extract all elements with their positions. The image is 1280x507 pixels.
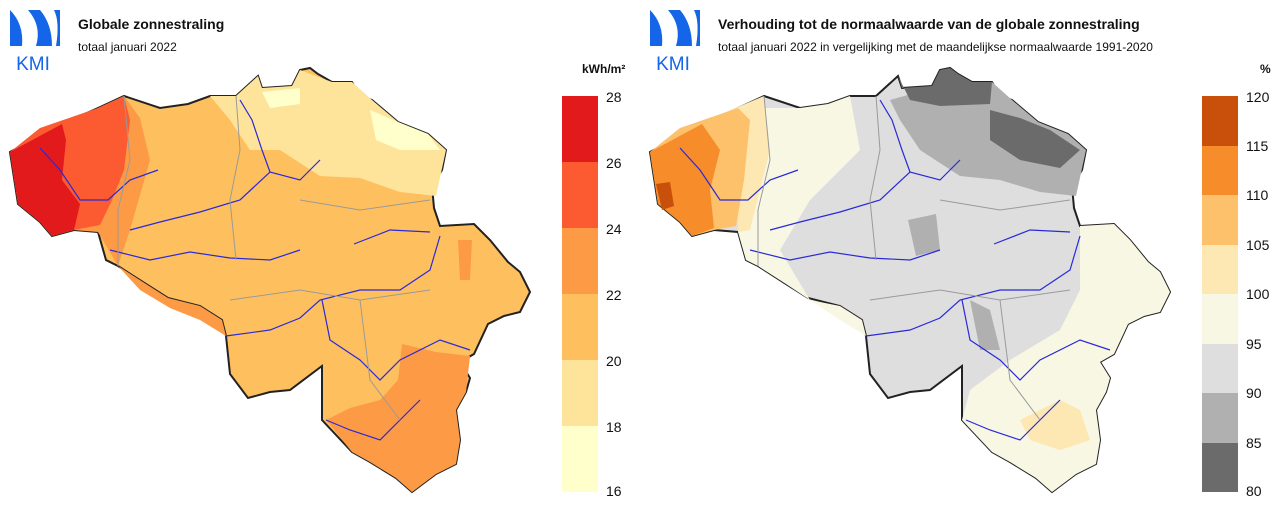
panel-radiation-ratio: KMI Verhouding tot de normaalwaarde van … [640,0,1280,507]
legend-tick: 100 [1246,286,1270,302]
kmi-logo-text: KMI [16,54,50,74]
legend-box [1202,96,1238,146]
legend-tick: 16 [606,483,622,499]
belgium-radiation-map [8,66,532,494]
legend-tick: 22 [606,287,622,303]
color-legend: 28 26 24 22 20 18 16 [562,89,622,499]
legend-tick: 95 [1246,336,1262,352]
legend-box [562,228,598,294]
legend-tick: 105 [1246,237,1270,253]
zone-26-28 [10,124,80,236]
zone-80-85 [898,68,992,106]
zone-85-90-north [890,82,1086,196]
zone-16-18-b [262,88,300,108]
legend-box [1202,145,1238,195]
legend-tick: 18 [606,419,622,435]
legend-box [562,96,598,162]
legend-box [562,294,598,360]
belgium-ratio-map [648,66,1172,494]
legend-tick: 115 [1246,138,1269,154]
legend-tick: 120 [1246,89,1270,105]
legend-box [562,360,598,426]
legend-box [1202,244,1238,294]
zone-22-24-mid [118,266,226,336]
zone-85-90-spot [970,300,1000,350]
legend-box [1202,442,1238,492]
legend-tick: 80 [1246,483,1262,499]
legend-tick: 26 [606,155,622,171]
color-legend: 120 115 110 105 100 95 90 85 80 [1202,89,1269,499]
map-subtitle: totaal januari 2022 in vergelijking met … [718,40,1153,54]
legend-tick: 28 [606,89,622,105]
zone-85-90-spot2 [908,214,940,256]
zone-16-18 [370,110,440,150]
legend-tick: 110 [1246,187,1269,203]
legend-box [1202,393,1238,443]
legend-tick: 20 [606,353,622,369]
zone-115-120 [656,182,674,210]
legend-tick: 24 [606,221,622,237]
kmi-logo: KMI [650,10,700,74]
legend-box [1202,294,1238,344]
zone-east-spot [458,240,472,280]
map-title: Globale zonnestraling [78,16,225,32]
panel-global-radiation: KMI Globale zonnestraling totaal januari… [8,10,626,499]
legend-box [562,426,598,492]
map-title: Verhouding tot de normaalwaarde van de g… [718,16,1140,32]
zone-95-100-east [962,224,1170,492]
kmi-logo: KMI [10,10,60,74]
zone-100-105-south [1020,400,1090,450]
zone-110-115 [650,124,720,236]
legend-box [1202,195,1238,245]
legend-unit: % [1260,62,1271,76]
kmi-logo-text: KMI [656,54,690,74]
legend-box [562,162,598,228]
legend-tick: 90 [1246,385,1262,401]
zone-80-85-b [990,110,1080,168]
legend-unit: kWh/m² [582,62,626,76]
legend-tick: 85 [1246,435,1262,451]
map-subtitle: totaal januari 2022 [78,40,177,54]
legend-box [1202,343,1238,393]
